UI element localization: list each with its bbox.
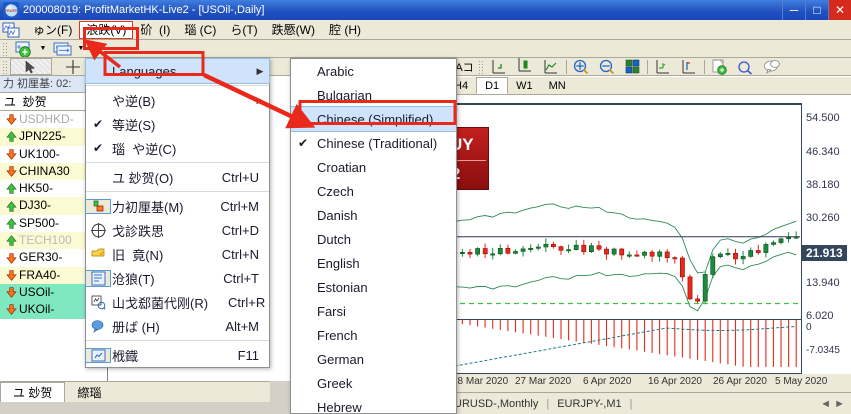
svg-text:PROFIT: PROFIT [4,9,18,13]
